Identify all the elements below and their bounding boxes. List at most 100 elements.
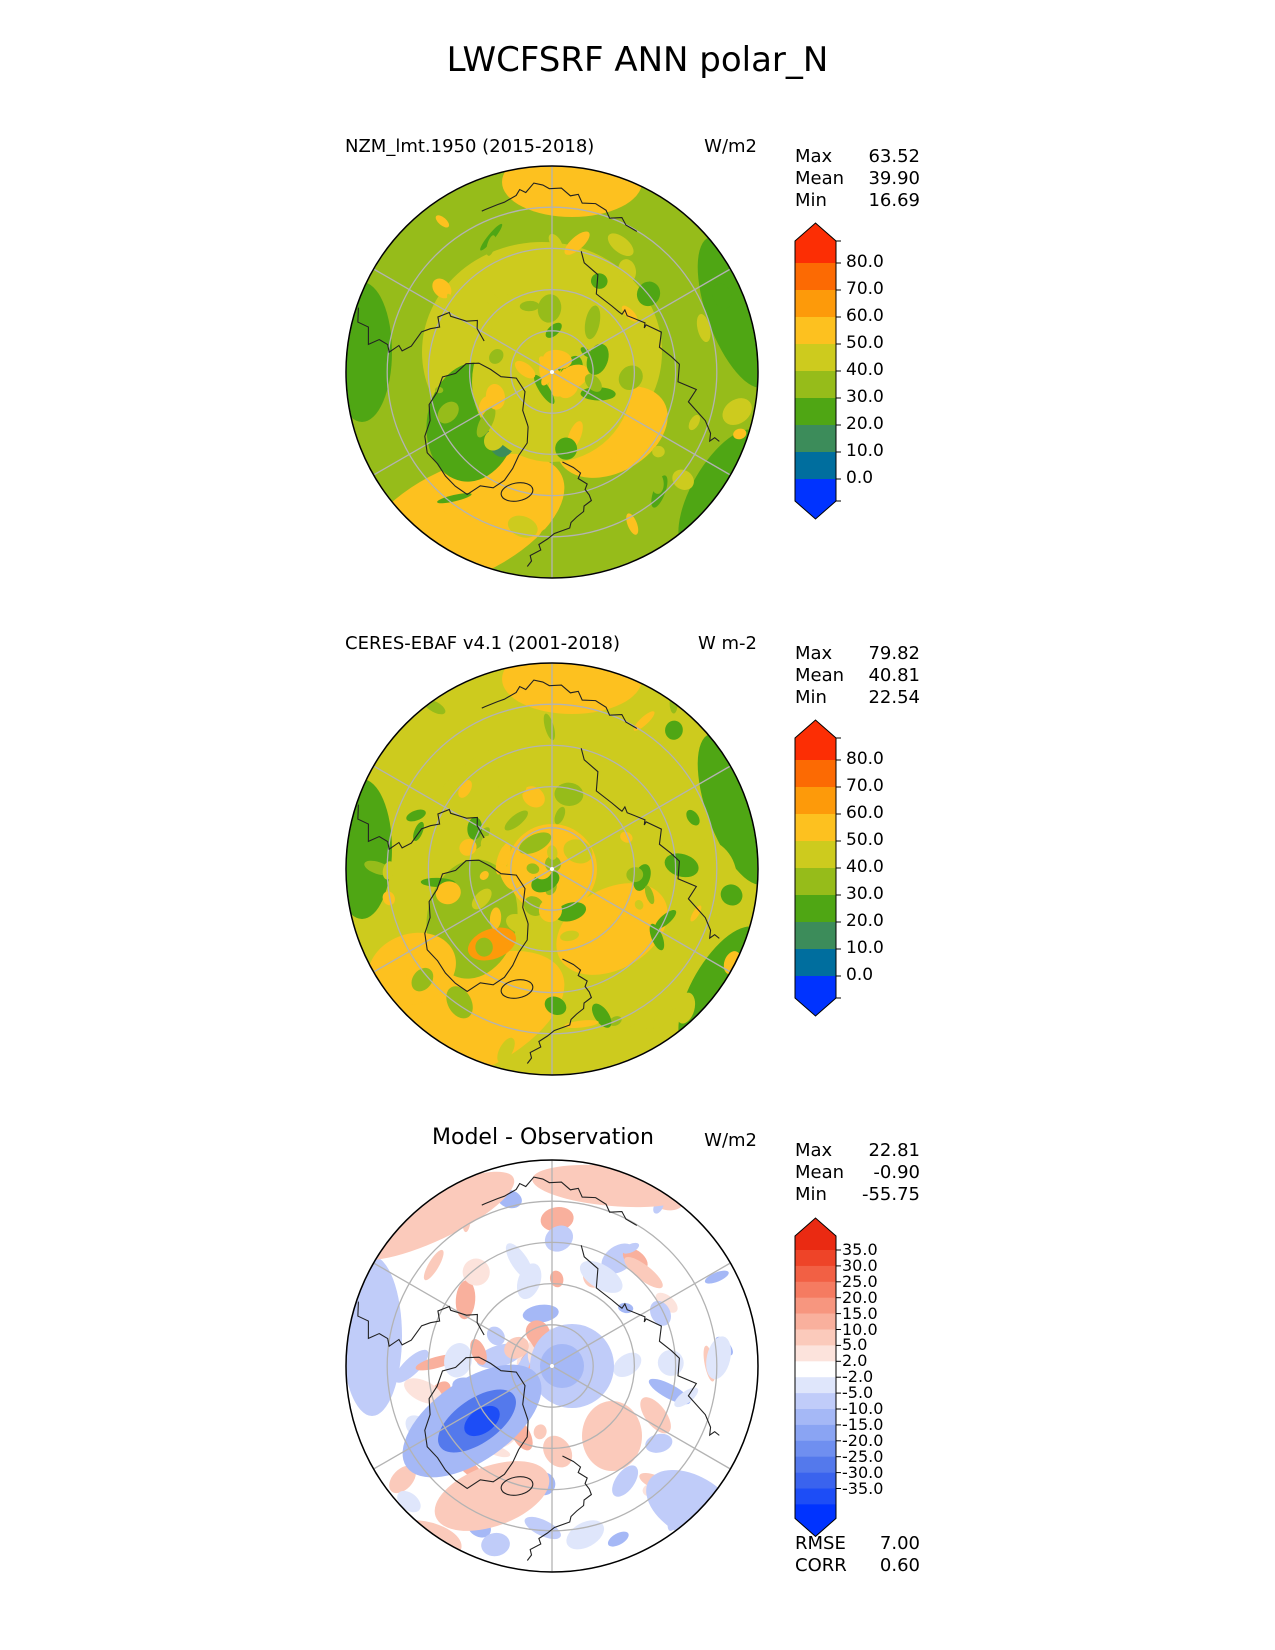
- field-region: [502, 166, 642, 217]
- field-speckle: [560, 930, 579, 942]
- field-speckle: [459, 838, 477, 856]
- field-speckle: [706, 1336, 732, 1380]
- field-speckle: [499, 385, 519, 415]
- field-speckle: [584, 374, 602, 392]
- colorbar-band: [795, 398, 836, 425]
- colorbar-band: [795, 1329, 836, 1346]
- field-speckle: [606, 451, 622, 462]
- coastline: [357, 804, 485, 851]
- field-speckle: [579, 1260, 623, 1293]
- panel-3-mean-label: Mean: [795, 1162, 845, 1183]
- meridian-line: [551, 1365, 731, 1470]
- corr-label: CORR: [795, 1555, 847, 1576]
- rmse-label: RMSE: [795, 1533, 846, 1554]
- field-speckle: [688, 414, 701, 431]
- colorbar-tick-label: 0.0: [846, 965, 874, 985]
- coastline: [526, 461, 593, 567]
- colorbar-extend-max: [795, 720, 836, 760]
- meridian-line: [551, 868, 731, 973]
- colorbar-tick-label: 80.0: [846, 252, 884, 272]
- field-speckle: [616, 479, 627, 512]
- field-speckle: [696, 314, 711, 343]
- colorbar-band: [795, 1440, 836, 1457]
- field-speckle: [634, 899, 644, 910]
- colorbar-tick-label: 50.0: [846, 830, 884, 850]
- field-speckle: [590, 273, 608, 289]
- colorbar-band: [795, 1424, 836, 1442]
- field-speckle: [650, 472, 664, 494]
- colorbar-tick-label: -25.0: [842, 1446, 884, 1466]
- field-speckle: [674, 1387, 699, 1408]
- colorbar-band: [795, 868, 836, 895]
- colorbar-tick-label: -10.0: [842, 1399, 884, 1418]
- panel-2-title: CERES-EBAF v4.1 (2001-2018): [345, 633, 621, 654]
- field-speckle: [664, 853, 699, 878]
- field-region: [502, 663, 642, 714]
- colorbar-band: [795, 371, 836, 398]
- field-speckle: [564, 1020, 599, 1028]
- field-speckle: [722, 398, 752, 425]
- coastline: [580, 748, 720, 940]
- polar-map-3: [346, 1160, 758, 1572]
- field-speckle: [655, 278, 691, 299]
- field-speckle: [649, 923, 665, 951]
- corr-value: 0.60: [879, 1555, 920, 1576]
- field-speckle: [389, 1465, 416, 1494]
- field-speckle: [701, 362, 721, 392]
- field-speckle: [586, 343, 609, 375]
- panel-2-min-label: Min: [795, 687, 827, 708]
- field-speckle: [533, 1424, 547, 1440]
- polar-map-1: [346, 166, 758, 578]
- colorbar-tick-label: -5.0: [842, 1383, 874, 1403]
- field-speckle: [489, 348, 504, 364]
- field-speckle: [432, 278, 452, 299]
- field-speckle: [640, 1397, 671, 1434]
- iceland-coast: [500, 1476, 534, 1496]
- colorbar-band: [795, 1345, 836, 1362]
- field-speckle: [704, 1270, 729, 1284]
- colorbar-extend-max: [795, 223, 836, 263]
- colorbar-band: [795, 452, 836, 479]
- field-speckle: [516, 1263, 542, 1300]
- field-speckle: [554, 782, 584, 806]
- field-speckle: [494, 293, 512, 324]
- field-speckle: [652, 445, 665, 458]
- panel-3-title: Model - Observation: [432, 1125, 654, 1150]
- coastline: [424, 362, 529, 496]
- panel-1-mean-label: Mean: [795, 168, 845, 189]
- field-speckle: [485, 383, 506, 410]
- polar-map-2: [346, 663, 758, 1075]
- colorbar-tick-label: 35.0: [842, 1240, 878, 1259]
- panel-2-max-label: Max: [795, 643, 833, 664]
- colorbar-tick-label: -30.0: [842, 1462, 884, 1482]
- field-speckle: [475, 937, 493, 957]
- colorbar-band: [795, 344, 836, 371]
- field-speckle: [435, 215, 450, 228]
- field-speckle: [526, 863, 540, 874]
- colorbar-extend-min: [795, 479, 836, 519]
- colorbar-tick-label: 30.0: [846, 387, 884, 407]
- map-boundary-3: [345, 1159, 759, 1573]
- field-speckle: [633, 711, 655, 731]
- colorbar-tick-label: 20.0: [842, 1287, 878, 1307]
- colorbar-band: [795, 1472, 836, 1489]
- panel-1-max-label: Max: [795, 146, 833, 167]
- colorbar-band: [795, 1488, 836, 1505]
- rmse-value: 7.00: [879, 1533, 920, 1554]
- field-speckle: [382, 891, 395, 906]
- field-speckle: [406, 809, 426, 822]
- panel-3-max-label: Max: [795, 1140, 833, 1161]
- panel-2-mean-value: 40.81: [868, 665, 920, 686]
- field-speckle: [720, 884, 743, 906]
- meridian-line: [551, 268, 731, 373]
- field-speckle: [382, 861, 395, 880]
- colorbar-tick-label: -20.0: [842, 1430, 884, 1450]
- colorbar-tick-label: 20.0: [846, 911, 884, 931]
- field-speckle: [621, 305, 638, 322]
- panel-3-min-value: -55.75: [861, 1184, 920, 1205]
- pole-marker: [550, 867, 554, 871]
- field-speckle: [481, 1532, 510, 1557]
- field-speckle: [514, 360, 536, 379]
- coastline: [526, 1455, 593, 1561]
- colorbar-tick-label: 30.0: [846, 884, 884, 904]
